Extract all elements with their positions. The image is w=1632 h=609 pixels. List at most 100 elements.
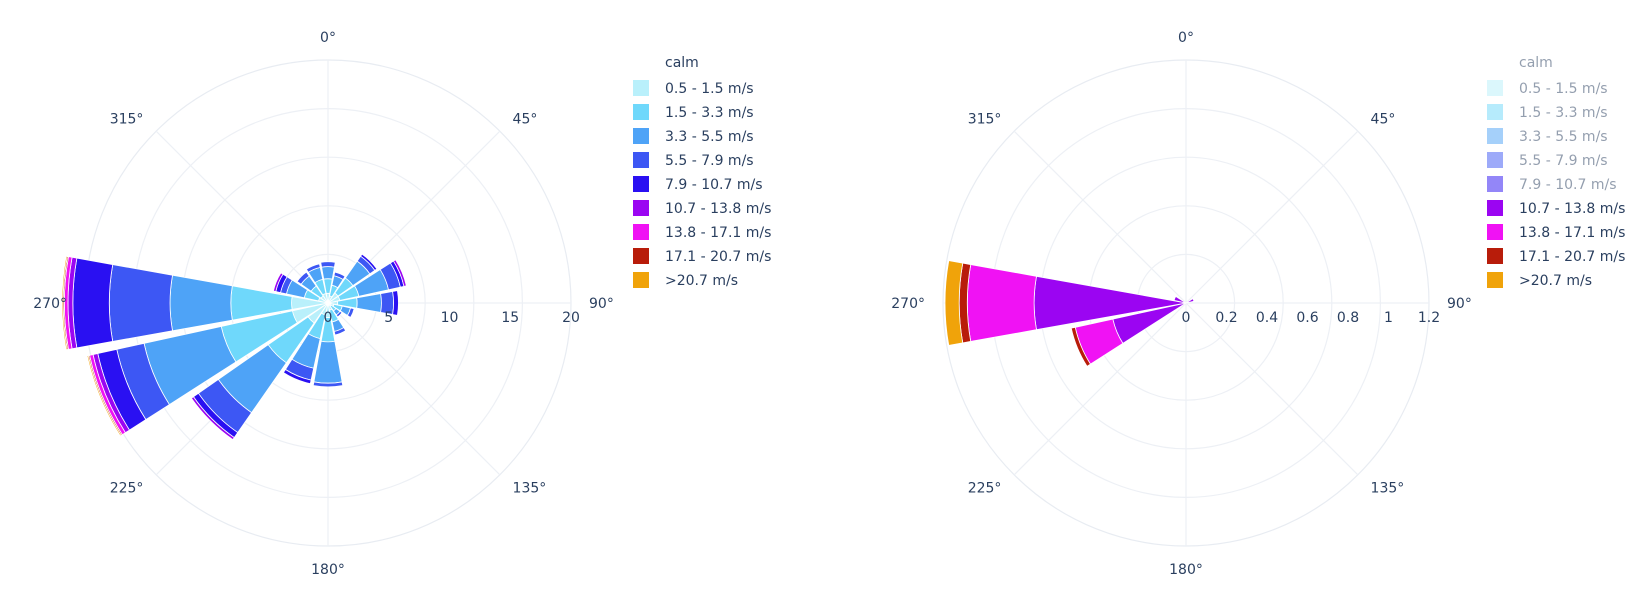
bars — [61, 253, 407, 441]
legend-swatch — [1487, 128, 1503, 144]
legend-label: 5.5 - 7.9 m/s — [1519, 153, 1608, 169]
angular-tick-label: 225° — [968, 481, 1002, 497]
legend[interactable]: calm 0.5 - 1.5 m/s 1.5 - 3.3 m/s 3.3 - 5.5 … — [1487, 55, 1625, 289]
radial-tick-label: 0 — [1182, 310, 1191, 326]
legend-item[interactable]: 13.8 - 17.1 m/s — [1487, 224, 1625, 241]
legend-label: 17.1 - 20.7 m/s — [1519, 249, 1625, 265]
angular-tick-label: 270° — [33, 296, 67, 312]
legend-swatch — [633, 200, 649, 216]
radial-tick-label: 0 — [324, 310, 333, 326]
legend-item[interactable]: 10.7 - 13.8 m/s — [1487, 200, 1625, 217]
radial-tick-label: 0.2 — [1215, 310, 1237, 326]
legend-item[interactable]: 10.7 - 13.8 m/s — [633, 200, 771, 217]
angular-tick-label: 0° — [1178, 30, 1194, 46]
angular-tick-labels: 0° 45° 90° 135° 180° 225° 270° 315° — [33, 30, 614, 578]
bar-segment — [966, 264, 1037, 342]
legend-label: 13.8 - 17.1 m/s — [665, 225, 771, 241]
legend-item[interactable]: 0.5 - 1.5 m/s — [1487, 80, 1608, 97]
bar-segment — [944, 260, 964, 346]
legend-swatch — [1487, 272, 1503, 288]
angular-tick-label: 315° — [968, 111, 1002, 127]
legend-item[interactable]: 0.5 - 1.5 m/s — [633, 80, 754, 97]
grid-spoke — [1013, 302, 1187, 476]
angular-tick-label: 45° — [1371, 111, 1396, 127]
legend-swatch — [633, 80, 649, 96]
legend-item[interactable]: 7.9 - 10.7 m/s — [633, 176, 763, 193]
legend-item[interactable]: 17.1 - 20.7 m/s — [1487, 248, 1625, 265]
legend-item[interactable]: 5.5 - 7.9 m/s — [633, 152, 754, 169]
bar-segment — [392, 290, 399, 316]
radial-tick-label: 10 — [441, 310, 459, 326]
legend-item[interactable]: 3.3 - 5.5 m/s — [1487, 128, 1608, 145]
bar-segment — [335, 310, 343, 318]
angular-tick-label: 0° — [320, 30, 336, 46]
legend-label: >20.7 m/s — [1519, 273, 1592, 289]
bar-segment — [333, 327, 347, 336]
legend-item[interactable]: 5.5 - 7.9 m/s — [1487, 152, 1608, 169]
angular-tick-label: 180° — [1169, 562, 1203, 578]
bar-segment — [333, 271, 346, 281]
legend-swatch — [633, 224, 649, 240]
grid-spoke — [155, 130, 329, 304]
legend-swatch — [633, 104, 649, 120]
angular-tick-label: 180° — [311, 562, 345, 578]
bar-segment — [1173, 295, 1187, 304]
angular-tick-label: 225° — [110, 481, 144, 497]
legend-swatch — [1487, 224, 1503, 240]
radial-tick-label: 15 — [501, 310, 519, 326]
legend-swatch — [1487, 152, 1503, 168]
legend-swatch — [1487, 248, 1503, 264]
legend-label: 17.1 - 20.7 m/s — [665, 249, 771, 265]
bar-segment — [312, 381, 344, 388]
angular-tick-labels: 0° 45° 90° 135° 180° 225° 270° 315° — [891, 30, 1472, 578]
wind-rose-1: 0 5 10 15 20 0° 45° 90° 135° 180° 225° 270° 315° calm… — [33, 30, 771, 578]
legend-item[interactable]: >20.7 m/s — [1487, 272, 1592, 289]
legend-label: 13.8 - 17.1 m/s — [1519, 225, 1625, 241]
legend-title: calm — [665, 55, 699, 71]
bar-segment — [346, 307, 355, 318]
wind-rose-2: 0 0.2 0.4 0.6 0.8 1 1.2 0° 45° 90° 135° 180° 225° 270… — [891, 30, 1625, 578]
bar-segment — [190, 396, 235, 441]
legend-item[interactable]: 17.1 - 20.7 m/s — [633, 248, 771, 265]
legend-label: 3.3 - 5.5 m/s — [665, 129, 754, 145]
legend-swatch — [633, 272, 649, 288]
legend-label: 7.9 - 10.7 m/s — [665, 177, 763, 193]
legend-label: 0.5 - 1.5 m/s — [1519, 81, 1608, 97]
legend-item[interactable]: >20.7 m/s — [633, 272, 738, 289]
bar-segment — [61, 255, 68, 351]
grid-spoke — [1185, 130, 1359, 304]
angular-tick-label: 270° — [891, 296, 925, 312]
grid-spoke — [1185, 302, 1359, 476]
bars — [944, 260, 1195, 367]
legend-label: 10.7 - 13.8 m/s — [1519, 201, 1625, 217]
legend[interactable]: calm 0.5 - 1.5 m/s 1.5 - 3.3 m/s 3.3 - 5.5 … — [633, 55, 771, 289]
angular-tick-label: 315° — [110, 111, 144, 127]
legend-swatch — [633, 152, 649, 168]
bar-segment — [72, 257, 114, 349]
angular-tick-label: 90° — [1447, 296, 1472, 312]
grid-spoke — [327, 302, 501, 476]
legend-swatch — [633, 248, 649, 264]
grid-spoke — [1013, 130, 1187, 304]
legend-swatch — [1487, 176, 1503, 192]
bar-segment — [321, 266, 335, 280]
radial-tick-label: 1 — [1384, 310, 1393, 326]
bar-segment — [392, 259, 407, 287]
radial-tick-labels: 0 0.2 0.4 0.6 0.8 1 1.2 — [1182, 310, 1441, 326]
radial-tick-label: 1.2 — [1418, 310, 1440, 326]
legend-item[interactable]: 13.8 - 17.1 m/s — [633, 224, 771, 241]
radial-tick-label: 0.6 — [1296, 310, 1318, 326]
legend-label: 5.5 - 7.9 m/s — [665, 153, 754, 169]
legend-item[interactable]: 3.3 - 5.5 m/s — [633, 128, 754, 145]
legend-item[interactable]: 7.9 - 10.7 m/s — [1487, 176, 1617, 193]
legend-label: 3.3 - 5.5 m/s — [1519, 129, 1608, 145]
angular-tick-label: 135° — [513, 481, 547, 497]
legend-label: 0.5 - 1.5 m/s — [665, 81, 754, 97]
bar-segment — [1070, 326, 1092, 367]
legend-item[interactable]: 1.5 - 3.3 m/s — [633, 104, 754, 121]
legend-item[interactable]: 1.5 - 3.3 m/s — [1487, 104, 1608, 121]
angular-tick-label: 45° — [513, 111, 538, 127]
bar-segment — [360, 253, 378, 271]
angular-tick-label: 135° — [1371, 481, 1405, 497]
